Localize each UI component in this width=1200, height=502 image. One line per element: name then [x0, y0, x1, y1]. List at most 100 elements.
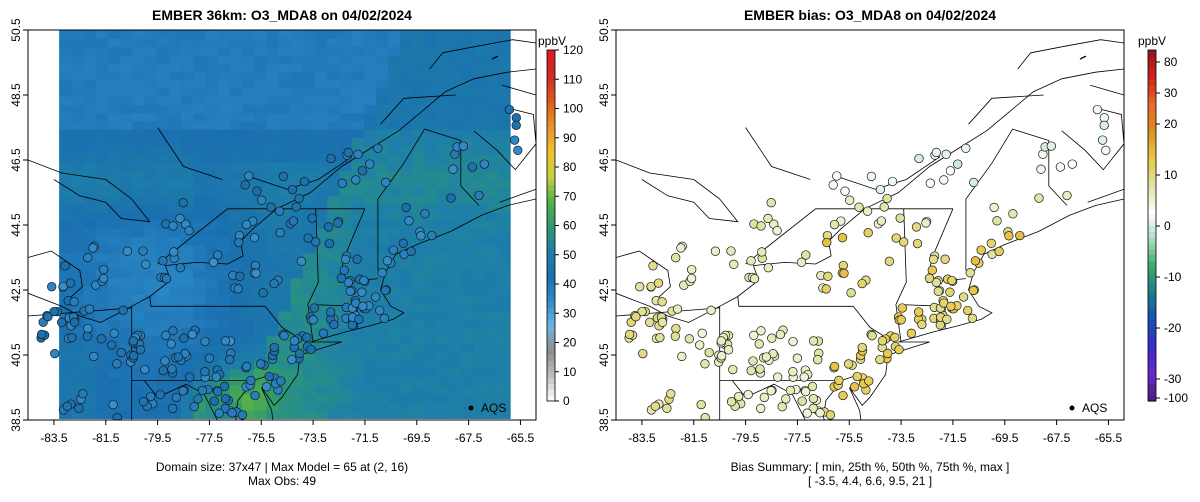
grid-cell [156, 410, 170, 419]
station-point [252, 186, 262, 196]
station-point [244, 171, 254, 181]
grid-cell [241, 393, 255, 403]
grid-cell [327, 178, 341, 188]
grid-cell [144, 87, 158, 97]
grid-cell [473, 228, 487, 238]
grid-cell [229, 46, 243, 56]
grid-cell [424, 277, 438, 287]
grid-cell [107, 187, 121, 196]
grid-cell [120, 170, 133, 180]
station-point [828, 180, 838, 190]
grid-cell [193, 228, 206, 238]
station-point [448, 164, 458, 174]
grid-cell [290, 294, 304, 304]
grid-cell [461, 162, 475, 172]
grid-cell [461, 87, 475, 97]
grid-cell [436, 228, 450, 238]
station-point [638, 348, 648, 359]
grid-cell [132, 220, 146, 229]
grid-cell [302, 178, 316, 188]
grid-cell [217, 137, 231, 147]
grid-cell [473, 38, 487, 48]
grid-cell [266, 63, 280, 72]
grid-cell [83, 261, 97, 271]
station-point [840, 186, 850, 196]
grid-cell [376, 244, 389, 254]
grid-cell [254, 71, 267, 81]
grid-cell [229, 344, 243, 353]
grid-cell [95, 269, 109, 279]
grid-cell [156, 319, 170, 329]
station-point [269, 342, 279, 353]
grid-cell [424, 211, 438, 221]
colorbar-segment [547, 155, 555, 162]
grid-cell [229, 327, 243, 337]
grid-cell [290, 253, 304, 262]
grid-cell [120, 195, 133, 205]
grid-cell [497, 178, 511, 188]
grid-cell [132, 187, 146, 196]
grid-cell [424, 286, 438, 296]
grid-cell [339, 335, 353, 345]
station-point [220, 393, 231, 404]
station-point [976, 245, 986, 255]
colorbar-tick-label: 30 [1164, 86, 1178, 100]
station-point [947, 275, 957, 286]
station-point [173, 352, 184, 362]
grid-cell [278, 129, 292, 139]
grid-cell [217, 236, 231, 246]
grid-cell [144, 195, 158, 205]
grid-cell [436, 335, 450, 345]
grid-cell [315, 360, 328, 370]
grid-cell [168, 195, 182, 205]
grid-cell [83, 286, 97, 296]
station-point [168, 326, 178, 336]
grid-cell [241, 401, 255, 411]
grid-cell [327, 335, 341, 345]
colorbar-segment [547, 213, 555, 221]
grid-cell [278, 203, 292, 213]
colorbar-segment [1148, 330, 1156, 338]
grid-cell [290, 178, 304, 188]
grid-cell [71, 385, 85, 395]
grid-cell [132, 261, 146, 271]
grid-cell [315, 153, 328, 163]
grid-cell [229, 360, 243, 370]
grid-cell [180, 38, 194, 48]
grid-cell [473, 178, 487, 188]
grid-cell [266, 96, 280, 105]
grid-cell [120, 46, 133, 56]
grid-cell [497, 162, 511, 172]
grid-cell [363, 352, 377, 362]
grid-cell [290, 187, 304, 196]
colorbar-segment [547, 371, 555, 379]
grid-cell [497, 401, 511, 411]
station-point [670, 331, 680, 341]
station-point [696, 399, 706, 410]
grid-cell [59, 236, 72, 246]
grid-cell [168, 170, 182, 180]
station-point [193, 394, 203, 404]
grid-cell [461, 38, 475, 48]
station-point [624, 329, 635, 340]
grid-cell [290, 104, 304, 114]
grid-cell [59, 352, 72, 362]
grid-cell [302, 228, 316, 238]
grid-cell [144, 385, 158, 395]
grid-cell [315, 203, 328, 213]
station-point [911, 222, 922, 232]
grid-cell [388, 38, 401, 48]
grid-cell [315, 220, 328, 229]
grid-cell [193, 253, 206, 262]
map-boundary [157, 208, 365, 265]
grid-cell [193, 211, 206, 221]
grid-cell [302, 162, 316, 172]
grid-cell [144, 145, 158, 155]
grid-cell [461, 63, 475, 72]
grid-cell [485, 410, 499, 419]
station-point [211, 372, 221, 382]
station-point [365, 159, 375, 169]
grid-cell [388, 63, 401, 72]
grid-cell [144, 137, 158, 147]
